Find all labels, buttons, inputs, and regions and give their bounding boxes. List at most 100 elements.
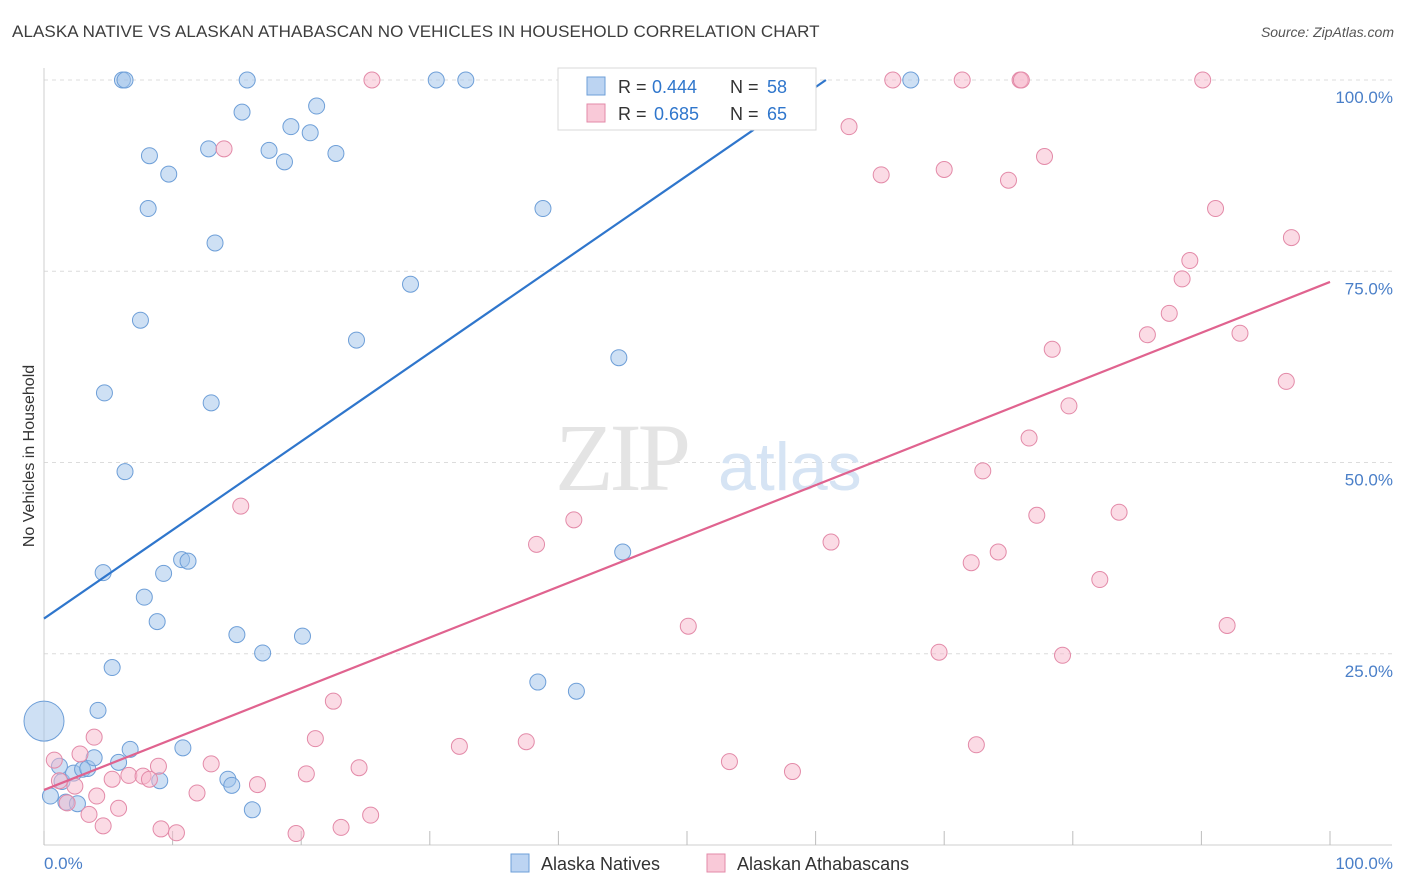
point-alaskan-athabascans — [517, 733, 535, 751]
point-alaskan-athabascans — [1036, 148, 1054, 165]
point-alaskan-athabascans — [679, 617, 697, 635]
point-alaskan-athabascans — [58, 794, 76, 812]
point-alaskan-athabascans — [103, 770, 121, 788]
point-alaska-natives — [174, 739, 192, 757]
series-legend: Alaska Natives Alaskan Athabascans — [510, 853, 909, 874]
point-alaska-natives — [529, 673, 547, 691]
point-alaskan-athabascans — [1028, 506, 1046, 524]
point-alaskan-athabascans — [1277, 372, 1295, 390]
source-credit: Source: ZipAtlas.com — [1260, 24, 1394, 40]
point-alaskan-athabascans — [324, 692, 342, 710]
point-alaskan-athabascans — [783, 763, 801, 781]
legend-swatch-alaska-natives — [510, 853, 530, 873]
point-alaskan-athabascans — [1194, 71, 1212, 89]
point-alaska-natives — [254, 644, 272, 662]
point-alaska-natives — [200, 140, 218, 158]
trend-line-alaskan-athabascans — [43, 280, 1331, 791]
point-alaska-natives — [135, 588, 153, 606]
point-alaska-natives — [223, 776, 241, 794]
point-alaskan-athabascans — [94, 817, 112, 835]
point-alaskan-athabascans — [167, 824, 185, 842]
point-alaska-natives — [308, 97, 326, 115]
point-alaska-natives — [534, 200, 552, 218]
point-alaskan-athabascans — [1012, 71, 1030, 89]
point-alaskan-athabascans — [297, 765, 315, 783]
point-alaskan-athabascans — [1181, 252, 1199, 270]
y-tick-label: 75.0% — [1345, 279, 1393, 298]
point-alaska-natives — [293, 627, 311, 645]
point-alaskan-athabascans — [1207, 200, 1225, 218]
stats-legend-r-value: 0.685 — [654, 104, 699, 124]
point-alaska-natives — [902, 71, 920, 89]
point-alaskan-athabascans — [120, 766, 138, 784]
point-alaskan-athabascans — [884, 71, 902, 89]
point-alaskan-athabascans — [71, 745, 89, 763]
point-alaskan-athabascans — [967, 736, 985, 754]
point-alaska-natives — [206, 234, 224, 252]
point-alaska-natives — [140, 147, 158, 165]
stats-legend-n-value: 58 — [767, 77, 787, 97]
tick-labels: 25.0% 50.0% 75.0% 100.0% 0.0% 100.0% — [44, 88, 1393, 873]
point-alaskan-athabascans — [1060, 397, 1078, 415]
point-alaskan-athabascans — [1020, 429, 1038, 447]
point-alaska-natives — [301, 124, 319, 142]
point-alaskan-athabascans — [306, 730, 324, 748]
point-alaskan-athabascans — [1173, 270, 1191, 288]
point-alaska-natives — [275, 153, 293, 171]
point-alaskan-athabascans — [85, 728, 103, 746]
point-alaskan-athabascans — [935, 161, 953, 179]
x-tick-label: 100.0% — [1335, 854, 1393, 873]
point-alaska-natives — [427, 71, 445, 89]
trend-line-alaska-natives — [43, 79, 827, 620]
point-alaskan-athabascans — [1110, 503, 1128, 521]
point-alaskan-athabascans — [110, 799, 128, 817]
gridlines — [44, 79, 1392, 655]
point-alaska-natives — [85, 749, 103, 767]
point-alaskan-athabascans — [930, 643, 948, 661]
point-alaska-natives — [148, 613, 166, 631]
y-tick-label: 100.0% — [1335, 88, 1393, 107]
y-tick-label: 50.0% — [1345, 471, 1393, 490]
point-alaskan-athabascans — [45, 751, 63, 769]
point-alaska-natives — [233, 103, 251, 121]
point-alaskan-athabascans — [720, 753, 738, 771]
point-alaska-natives — [228, 626, 246, 644]
point-alaska-natives — [155, 564, 173, 582]
point-alaskan-athabascans — [188, 784, 206, 802]
point-alaskan-athabascans — [149, 757, 167, 775]
stats-legend-r-label: R = — [618, 104, 647, 124]
point-alaska-natives — [131, 311, 149, 329]
point-alaska-natives — [347, 331, 365, 349]
point-alaskan-athabascans — [287, 825, 305, 843]
point-alaska-natives — [260, 141, 278, 159]
point-alaskan-athabascans — [1218, 616, 1236, 634]
point-alaska-natives — [103, 659, 121, 677]
point-alaskan-athabascans — [450, 737, 468, 755]
point-alaska-natives — [23, 700, 65, 742]
point-alaskan-athabascans — [362, 806, 380, 824]
point-alaskan-athabascans — [840, 118, 858, 136]
point-alaskan-athabascans — [1231, 324, 1249, 342]
legend-swatch-alaskan-athabascans — [706, 853, 726, 873]
point-alaska-natives — [202, 394, 220, 412]
point-alaskan-athabascans — [528, 535, 546, 553]
point-alaskan-athabascans — [953, 71, 971, 89]
point-alaskan-athabascans — [350, 759, 368, 777]
point-alaska-natives — [116, 71, 134, 89]
point-alaskan-athabascans — [332, 818, 350, 836]
point-alaskan-athabascans — [152, 820, 170, 838]
point-alaskan-athabascans — [215, 140, 233, 158]
watermark-zip: ZIP — [555, 404, 688, 511]
point-alaskan-athabascans — [248, 776, 266, 794]
point-alaskan-athabascans — [202, 755, 220, 773]
point-alaska-natives — [179, 552, 197, 570]
point-alaskan-athabascans — [88, 787, 106, 805]
trend-lines — [43, 79, 1331, 791]
point-alaskan-athabascans — [565, 511, 583, 529]
point-alaskan-athabascans — [1091, 571, 1109, 589]
y-axis-label: No Vehicles in Household — [21, 365, 38, 547]
point-alaskan-athabascans — [962, 554, 980, 572]
point-alaskan-athabascans — [974, 462, 992, 480]
watermark-atlas: atlas — [718, 429, 862, 505]
